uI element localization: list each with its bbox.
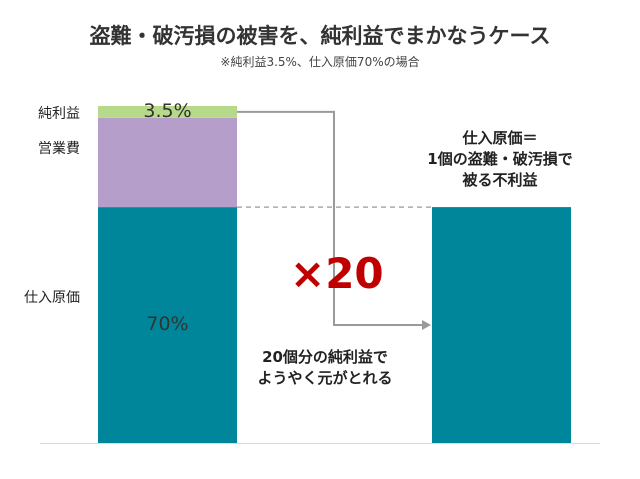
segment-label-profit: 純利益 bbox=[38, 105, 80, 122]
left-annotation-line-1: 20個分の純利益で bbox=[262, 348, 388, 366]
data-label-profit: 3.5% bbox=[143, 99, 192, 122]
chart-title: 盗難・破汚損の被害を、純利益でまかなうケース bbox=[89, 24, 551, 48]
multiplier-label: ×20 bbox=[290, 249, 384, 298]
left-annotation-line-2: ようやく元がとれる bbox=[257, 369, 393, 387]
segment-label-opex: 営業費 bbox=[38, 141, 80, 158]
data-label-cost: 70% bbox=[146, 313, 189, 336]
chart-subtitle: ※純利益3.5%、仕入原価70%の場合 bbox=[220, 55, 420, 69]
segment-label-cost: 仕入原価 bbox=[24, 290, 80, 307]
left-annotation: 20個分の純利益で ようやく元がとれる bbox=[240, 347, 410, 389]
bar-segment-profit-1 bbox=[98, 106, 237, 118]
connector-line bbox=[237, 110, 423, 326]
bar-segment-cost-2 bbox=[432, 207, 571, 443]
right-annotation-line-1: 仕入原価＝ bbox=[462, 129, 538, 147]
right-annotation: 仕入原価＝ 1個の盗難・破汚損で 被る不利益 bbox=[420, 128, 580, 191]
right-annotation-line-2: 1個の盗難・破汚損で bbox=[427, 150, 573, 168]
bar-segment-cost-1 bbox=[98, 207, 237, 443]
bar-segment-opex-1 bbox=[98, 117, 237, 208]
connector-arrowhead bbox=[422, 320, 431, 330]
right-annotation-line-3: 被る不利益 bbox=[462, 171, 538, 189]
